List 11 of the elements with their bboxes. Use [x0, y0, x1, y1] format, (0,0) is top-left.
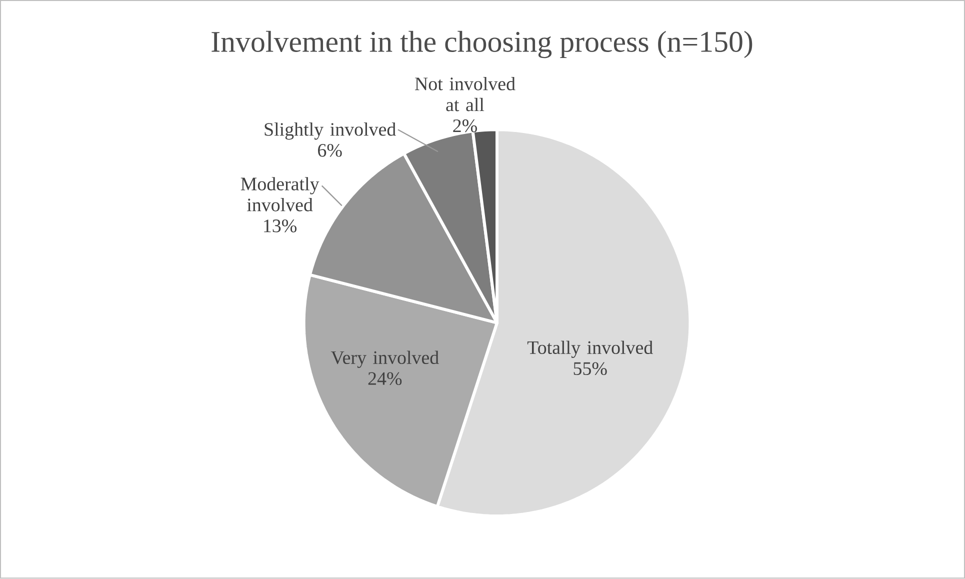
data-label: 2% [453, 120, 477, 132]
slice-label: Slightly involved [264, 122, 396, 140]
slice-label: Totally involved [527, 340, 653, 358]
data-label: 55% [574, 362, 607, 376]
slice-label: Very involved [330, 350, 439, 368]
slice-label: Moderatly involved [240, 177, 320, 212]
data-label: 13% [264, 220, 297, 233]
chart-title: Involvement in the choosing process (n=150) [212, 31, 752, 58]
data-label: 24% [368, 372, 402, 386]
slice-label: Not involved at all [415, 77, 516, 112]
data-label: 6% [318, 144, 342, 158]
